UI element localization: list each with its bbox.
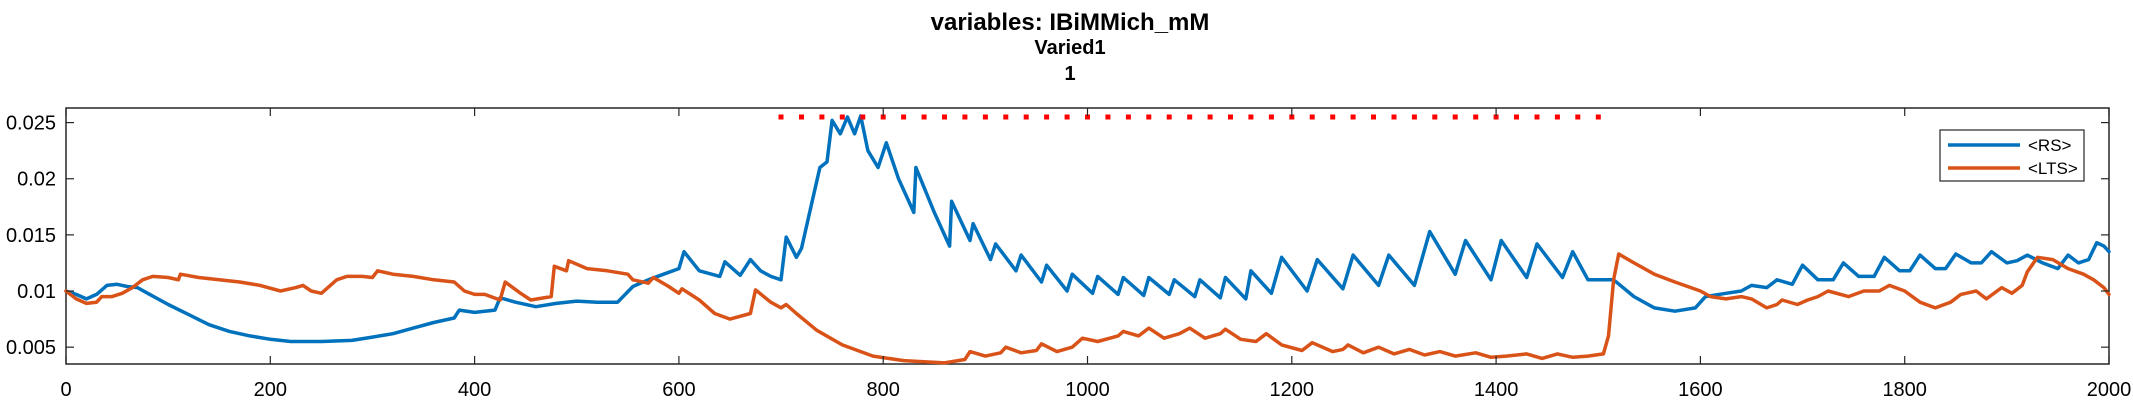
stimulus-dot	[1432, 114, 1438, 120]
stimulus-dot	[1003, 114, 1009, 120]
series-line-0	[64, 114, 2111, 344]
stimulus-dot	[1187, 114, 1193, 120]
x-tick-label: 1000	[1065, 379, 1110, 400]
legend-label-rs: <RS>	[2028, 136, 2072, 155]
legend: <RS> <LTS>	[1939, 129, 2085, 182]
legend-label-lts: <LTS>	[2028, 159, 2078, 178]
stimulus-dot	[1575, 114, 1581, 120]
x-tick-label: 2000	[2087, 379, 2132, 400]
stimulus-dot	[1248, 114, 1254, 120]
stimulus-dot	[982, 114, 988, 120]
x-tick-label: 1600	[1678, 379, 1723, 400]
stimulus-marker	[778, 114, 1601, 120]
x-tick-label: 1200	[1270, 379, 1315, 400]
chart-subtitle-2: 1	[1064, 63, 1075, 85]
stimulus-dot	[1023, 114, 1029, 120]
stimulus-dot	[1228, 114, 1233, 120]
series-layer	[64, 114, 2111, 365]
x-tick-label: 1400	[1474, 379, 1519, 400]
stimulus-dot	[1391, 114, 1397, 120]
stimulus-dot	[1554, 114, 1560, 120]
stimulus-dot	[799, 114, 804, 120]
x-axis: 0 200 400 600 800 1000 1200 1400 1600 1800 2000	[60, 108, 2131, 400]
stimulus-dot	[921, 114, 927, 120]
stimulus-dot	[1534, 114, 1540, 120]
chart-title: variables: IBiMMich_mM	[931, 9, 1210, 36]
stimulus-dot	[1493, 114, 1499, 120]
stimulus-dot	[1085, 114, 1090, 120]
stimulus-dot	[819, 114, 825, 120]
x-tick-label: 800	[867, 379, 900, 400]
stimulus-dot	[1207, 114, 1213, 120]
stimulus-dot	[1309, 114, 1315, 120]
y-tick-label: 0.01	[17, 281, 56, 303]
x-tick-label: 1800	[1882, 379, 1927, 400]
stimulus-dot	[1595, 114, 1601, 120]
stimulus-dot	[778, 114, 784, 120]
legend-box	[1939, 129, 2085, 182]
stimulus-dot	[1146, 114, 1152, 120]
stimulus-dot	[1371, 114, 1376, 120]
chart-subtitle: Varied1	[1034, 37, 1105, 59]
stimulus-dot	[1330, 114, 1336, 120]
stimulus-dot	[1268, 114, 1274, 120]
stimulus-dot	[1289, 114, 1295, 120]
stimulus-dot	[1514, 114, 1519, 120]
plot-area: 0 200 400 600 800 1000 1200 1400 1600 1800 2000 0.…	[6, 107, 2131, 400]
stimulus-dot	[1166, 114, 1172, 120]
stimulus-dot	[1473, 114, 1479, 120]
stimulus-dot	[1064, 114, 1070, 120]
x-tick-label: 0	[60, 379, 71, 400]
y-tick-label: 0.02	[17, 169, 56, 191]
stimulus-dot	[962, 114, 968, 120]
y-tick-label: 0.025	[6, 113, 56, 135]
y-tick-label: 0.005	[6, 337, 56, 359]
y-tick-label: 0.015	[6, 225, 56, 247]
stimulus-dot	[1411, 114, 1417, 120]
stimulus-dot	[839, 114, 845, 120]
stimulus-dot	[1125, 114, 1131, 120]
stimulus-dot	[1350, 114, 1356, 120]
x-tick-label: 400	[458, 379, 491, 400]
y-axis: 0.005 0.01 0.015 0.02 0.025	[6, 113, 2109, 359]
series-line-1	[64, 252, 2111, 365]
x-tick-label: 600	[662, 379, 695, 400]
stimulus-dot	[942, 114, 947, 120]
stimulus-dot	[1452, 114, 1458, 120]
stimulus-dot	[1044, 114, 1050, 120]
stimulus-dot	[860, 114, 866, 120]
stimulus-dot	[880, 114, 886, 120]
stimulus-dot	[901, 114, 907, 120]
x-tick-label: 200	[254, 379, 287, 400]
stimulus-dot	[1105, 114, 1111, 120]
